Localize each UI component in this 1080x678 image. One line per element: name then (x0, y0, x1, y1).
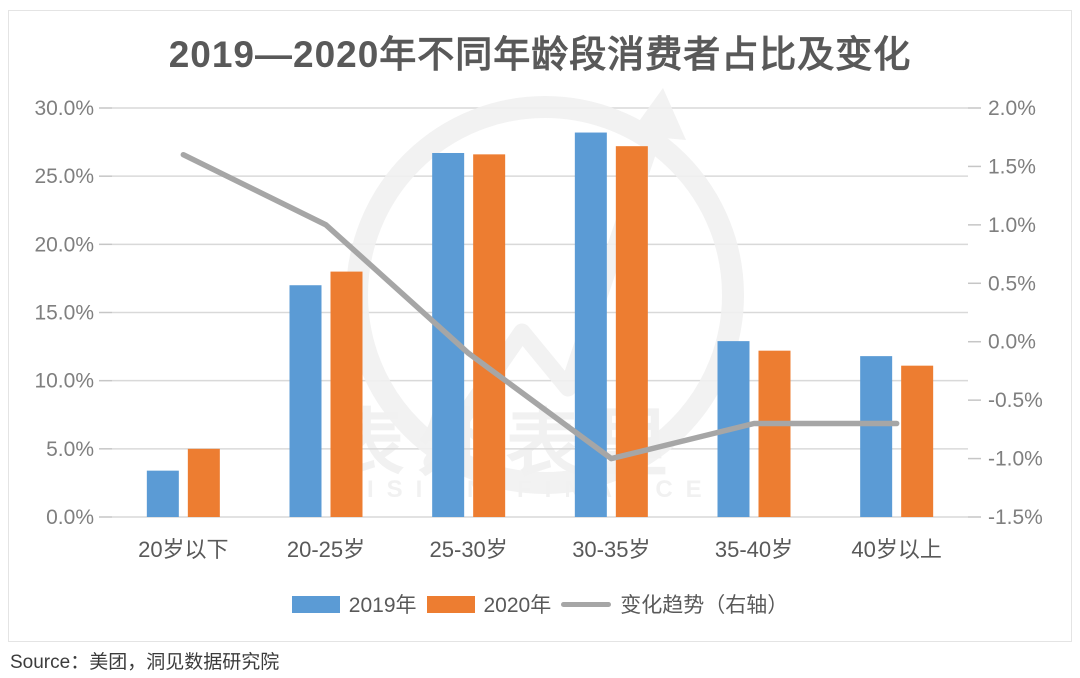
chart-legend: 2019年 2020年 变化趋势（右轴） (0, 589, 1080, 619)
legend-trend-line-icon (561, 601, 612, 607)
bar-2019年-30-35岁 (574, 132, 607, 518)
left-axis-label: 0.0% (46, 506, 94, 529)
legend-item-trend: 变化趋势（右轴） (561, 589, 788, 619)
legend-swatch-2020-icon (426, 595, 475, 613)
right-axis-label: -0.5% (988, 389, 1043, 412)
category-label: 30-35岁 (572, 537, 650, 562)
left-axis-label: 20.0% (34, 233, 94, 256)
category-label: 35-40岁 (715, 537, 793, 562)
watermark-logo-icon (346, 88, 744, 494)
bar-2019年-20-25岁 (289, 285, 322, 517)
right-axis-label: 1.5% (988, 155, 1036, 178)
bar-2020年-20岁以下 (187, 448, 220, 517)
watermark-ring (346, 96, 744, 494)
legend-item-2020: 2020年 (426, 589, 552, 619)
source-attribution: Source：美团，洞见数据研究院 (10, 652, 280, 673)
left-axis-label: 15.0% (34, 302, 94, 325)
category-label: 25-30岁 (430, 537, 508, 562)
right-axis-label: 1.0% (988, 214, 1036, 237)
bar-2020年-35-40岁 (758, 350, 791, 517)
watermark-arrow-head (629, 88, 686, 140)
chart-title: 2019—2020年不同年龄段消费者占比及变化 (168, 34, 912, 75)
bar-2020年-25-30岁 (473, 154, 506, 517)
legend-label-trend: 变化趋势（右轴） (620, 594, 789, 617)
right-axis-label: 2.0% (988, 97, 1036, 120)
legend-label-2020: 2020年 (483, 594, 552, 617)
legend-label-2019: 2019年 (348, 594, 417, 617)
right-axis-label: 0.5% (988, 272, 1036, 295)
right-axis-label: -1.0% (988, 448, 1043, 471)
left-axis-label: 30.0% (34, 97, 94, 120)
left-axis-label: 10.0% (34, 370, 94, 393)
left-axis-label: 5.0% (46, 438, 94, 461)
bar-2020年-20-25岁 (330, 271, 363, 517)
bar-2019年-40岁以上 (860, 356, 893, 517)
legend-swatch-2019-icon (291, 595, 340, 613)
bar-2019年-20岁以下 (146, 470, 179, 517)
left-axis-label: 25.0% (34, 165, 94, 188)
trend-line-变化趋势（右轴） (180, 151, 900, 462)
bar-2020年-30-35岁 (615, 146, 648, 517)
category-label: 40岁以上 (851, 537, 941, 562)
bar-2020年-40岁以上 (901, 365, 934, 517)
category-label: 20-25岁 (287, 537, 365, 562)
right-axis-label: -1.5% (988, 506, 1043, 529)
category-label: 20岁以下 (138, 537, 228, 562)
legend-item-2019: 2019年 (291, 589, 417, 619)
right-axis-label: 0.0% (988, 331, 1036, 354)
